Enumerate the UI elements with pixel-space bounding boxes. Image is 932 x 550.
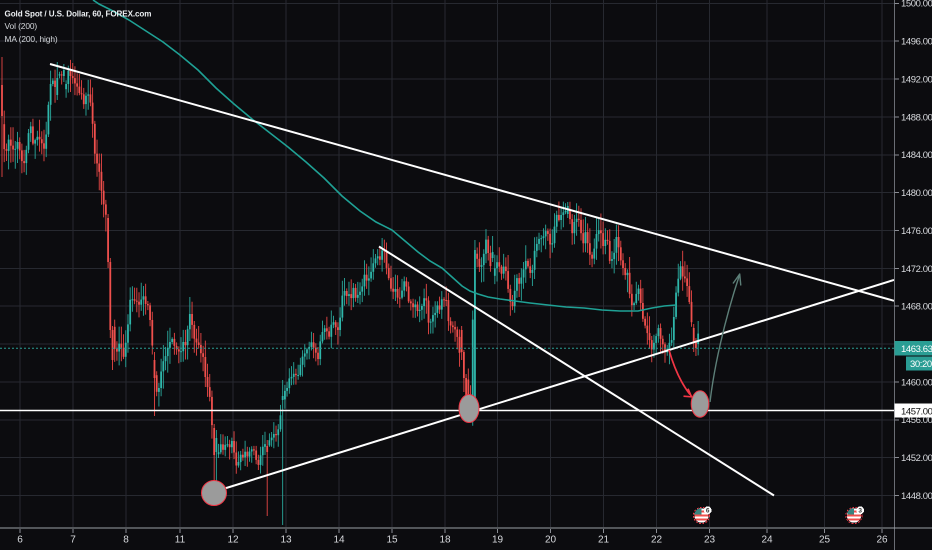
svg-text:20: 20: [545, 535, 557, 546]
svg-text:19: 19: [492, 535, 504, 546]
svg-text:6: 6: [17, 535, 23, 546]
svg-text:13: 13: [280, 535, 292, 546]
svg-text:21: 21: [598, 535, 610, 546]
svg-text:1500.00: 1500.00: [901, 0, 932, 10]
svg-text:15: 15: [386, 535, 398, 546]
svg-text:18: 18: [439, 535, 451, 546]
svg-text:Gold Spot / U.S. Dollar, 60, F: Gold Spot / U.S. Dollar, 60, FOREX.com: [5, 9, 152, 18]
svg-text:3: 3: [858, 508, 862, 515]
svg-text:1492.00: 1492.00: [901, 74, 932, 85]
svg-text:Vol (200): Vol (200): [5, 21, 38, 31]
svg-text:1472.00: 1472.00: [901, 264, 932, 275]
svg-text:1484.00: 1484.00: [901, 150, 932, 161]
svg-text:1460.00: 1460.00: [901, 377, 932, 388]
svg-text:22: 22: [651, 535, 663, 546]
svg-text:14: 14: [333, 535, 345, 546]
svg-text:24: 24: [761, 535, 773, 546]
svg-text:8: 8: [123, 535, 129, 546]
svg-text:26: 26: [876, 535, 888, 546]
svg-text:1457.00: 1457.00: [901, 406, 932, 417]
svg-text:25: 25: [819, 535, 831, 546]
svg-text:23: 23: [704, 535, 716, 546]
svg-text:1452.00: 1452.00: [901, 453, 932, 464]
svg-text:1468.00: 1468.00: [901, 302, 932, 313]
svg-text:30:20: 30:20: [910, 359, 932, 370]
svg-text:11: 11: [175, 535, 186, 546]
svg-text:1496.00: 1496.00: [901, 37, 932, 48]
svg-text:1448.00: 1448.00: [901, 491, 932, 502]
svg-text:1456.00: 1456.00: [901, 415, 932, 426]
svg-text:6: 6: [706, 508, 710, 515]
svg-text:1463.63: 1463.63: [901, 344, 932, 355]
svg-text:1476.00: 1476.00: [901, 226, 932, 237]
svg-text:7: 7: [70, 535, 76, 546]
svg-text:1480.00: 1480.00: [901, 188, 932, 199]
svg-text:12: 12: [227, 535, 239, 546]
svg-text:1488.00: 1488.00: [901, 112, 932, 123]
svg-text:MA (200, high): MA (200, high): [5, 34, 58, 44]
